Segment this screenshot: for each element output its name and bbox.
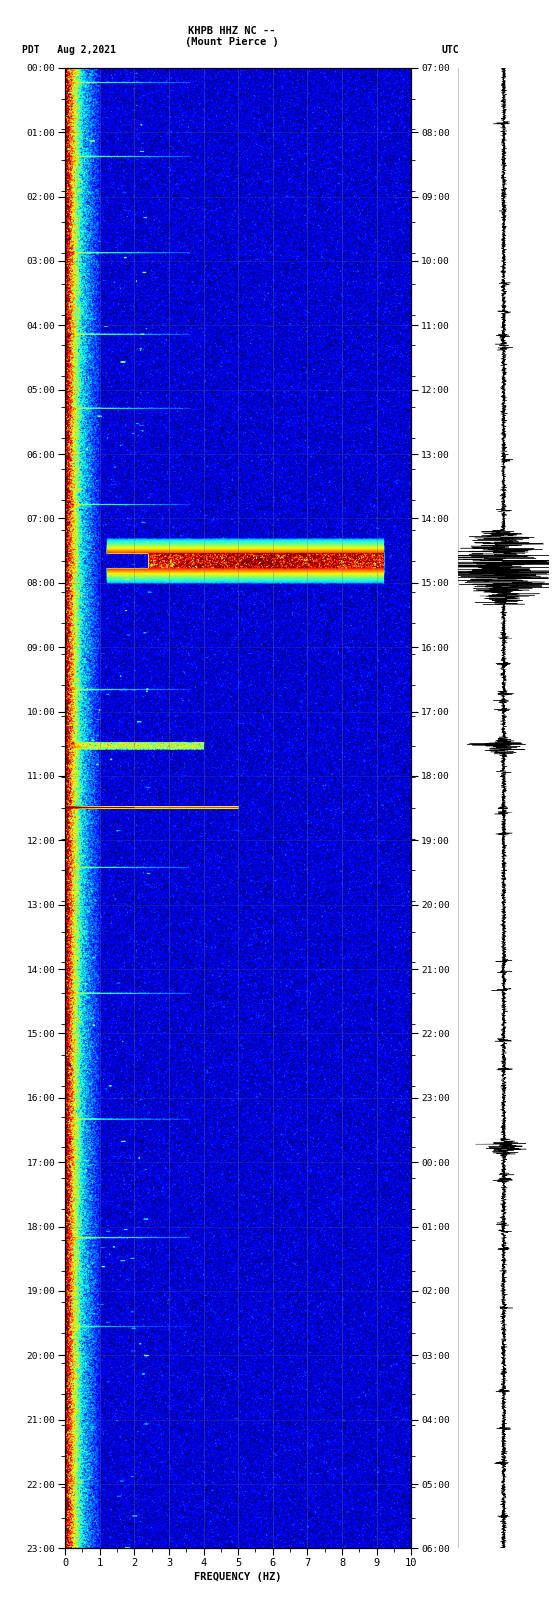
Text: UTC: UTC — [442, 45, 459, 55]
Text: USGS: USGS — [30, 29, 59, 42]
Text: (Mount Pierce ): (Mount Pierce ) — [185, 37, 279, 47]
Text: PDT   Aug 2,2021: PDT Aug 2,2021 — [22, 45, 116, 55]
X-axis label: FREQUENCY (HZ): FREQUENCY (HZ) — [194, 1573, 282, 1582]
Text: KHPB HHZ NC --: KHPB HHZ NC -- — [188, 26, 275, 37]
